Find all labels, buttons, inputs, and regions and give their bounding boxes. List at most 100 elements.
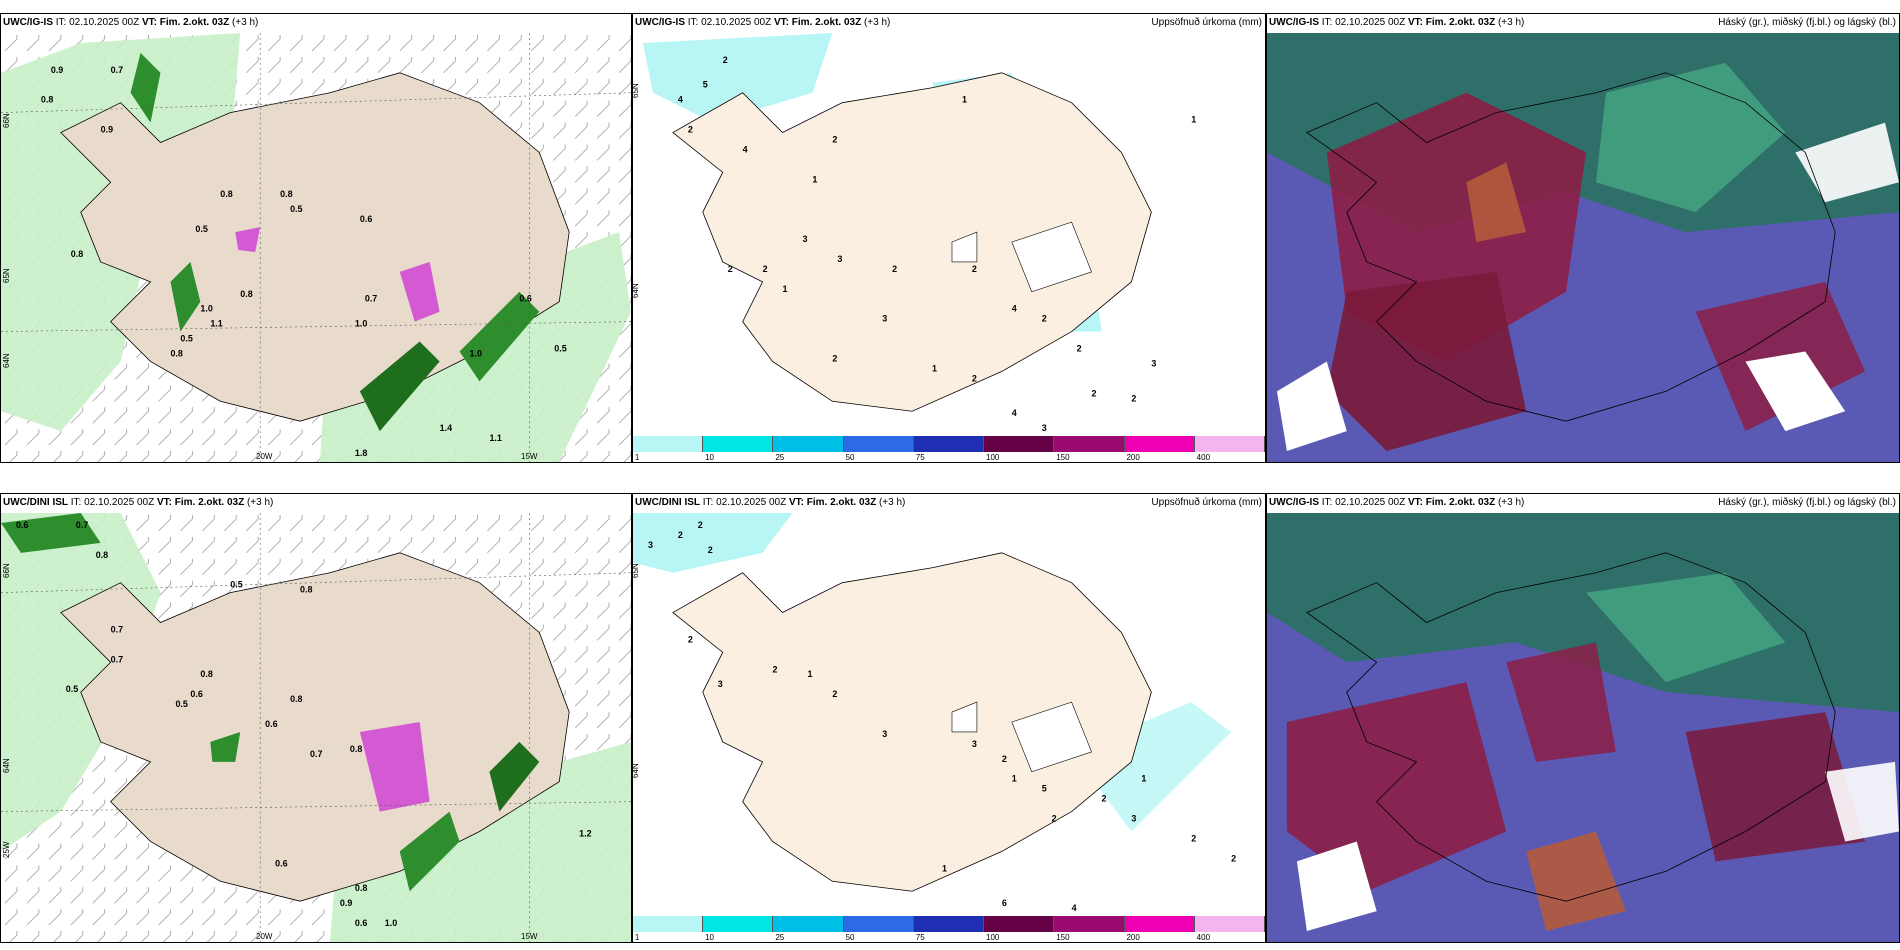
svg-text:2: 2 xyxy=(678,530,683,540)
svg-text:0.6: 0.6 xyxy=(355,918,367,928)
svg-text:0.7: 0.7 xyxy=(310,749,322,759)
panel-bottom-left-map: UWC/DINI ISL IT: 02.10.2025 00Z VT: Fim.… xyxy=(0,493,632,943)
colorbar-label: 1 xyxy=(634,453,640,462)
panel-bottom-middle-precip: UWC/DINI ISL IT: 02.10.2025 00Z VT: Fim.… xyxy=(632,493,1266,943)
colorbar-swatch xyxy=(773,916,844,932)
svg-text:0.5: 0.5 xyxy=(180,334,192,344)
svg-text:0.8: 0.8 xyxy=(290,694,302,704)
accumulated-precip-values: 2 5 4 2 4 1 3 2 2 1 3 2 2 4 2 3 2 1 2 3 xyxy=(678,55,1196,433)
svg-text:2: 2 xyxy=(728,264,733,274)
svg-text:2: 2 xyxy=(688,634,693,644)
colorbar-label: 100 xyxy=(986,933,1000,942)
colorbar-label: 100 xyxy=(986,453,1000,462)
map-svg xyxy=(1267,513,1899,942)
panel-top-left-map: UWC/IG-IS IT: 02.10.2025 00Z VT: Fim. 2.… xyxy=(0,13,632,463)
svg-text:2: 2 xyxy=(1102,794,1107,804)
svg-text:3: 3 xyxy=(972,739,977,749)
colorbar-swatch xyxy=(984,436,1055,452)
cloud-cover-map[interactable] xyxy=(1267,33,1899,462)
colorbar-label: 400 xyxy=(1196,933,1211,942)
svg-text:2: 2 xyxy=(972,264,977,274)
svg-text:4: 4 xyxy=(1072,903,1077,913)
lat-label-66n: 66N xyxy=(2,563,11,578)
lat-label-64n: 64N xyxy=(632,763,640,778)
svg-text:0.8: 0.8 xyxy=(240,289,252,299)
colorbar-swatch xyxy=(843,916,914,932)
wind-precip-map[interactable]: 0.6 0.7 0.8 0.7 0.7 0.5 0.8 0.5 0.6 0.8 … xyxy=(1,513,631,942)
map-svg: 2 5 4 2 4 1 3 2 2 1 3 2 2 4 2 3 2 1 2 3 xyxy=(642,33,1196,433)
lat-label-65n: 65N xyxy=(632,563,640,578)
svg-text:1: 1 xyxy=(783,284,788,294)
svg-text:1.0: 1.0 xyxy=(355,319,367,329)
svg-text:0.6: 0.6 xyxy=(275,858,287,868)
svg-text:2: 2 xyxy=(773,664,778,674)
colorbar: 1 10 25 50 75 100 150 200 400 xyxy=(633,434,1265,462)
svg-text:2: 2 xyxy=(1077,344,1082,354)
svg-text:0.8: 0.8 xyxy=(96,550,108,560)
svg-text:0.6: 0.6 xyxy=(16,520,28,530)
svg-text:0.5: 0.5 xyxy=(66,684,78,694)
svg-text:2: 2 xyxy=(723,55,728,65)
map-svg xyxy=(1267,33,1899,462)
svg-text:0.8: 0.8 xyxy=(280,189,292,199)
svg-text:3: 3 xyxy=(1151,358,1156,368)
cloud-cover-map[interactable] xyxy=(1267,513,1899,942)
map-svg: 0.9 0.7 0.8 0.9 0.8 0.5 0.8 0.6 0.8 0.5 … xyxy=(1,33,631,462)
panel-header: UWC/IG-IS IT: 02.10.2025 00Z VT: Fim. 2.… xyxy=(1269,17,1525,28)
lat-label-65n: 65N xyxy=(2,268,11,283)
lon-label-20w: 20W xyxy=(256,932,273,941)
svg-text:0.8: 0.8 xyxy=(170,348,182,358)
svg-text:0.8: 0.8 xyxy=(41,95,53,105)
svg-text:5: 5 xyxy=(703,80,708,90)
colorbar-label: 25 xyxy=(775,933,785,942)
map-svg: 3 2 2 2 2 1 3 2 2 3 3 2 1 5 2 2 3 2 1 4 xyxy=(633,513,1236,913)
svg-text:6: 6 xyxy=(1002,898,1007,908)
precip-map[interactable]: 2 5 4 2 4 1 3 2 2 1 3 2 2 4 2 3 2 1 2 3 xyxy=(633,33,1265,462)
colorbar-swatch xyxy=(913,916,985,932)
svg-text:2: 2 xyxy=(763,264,768,274)
svg-text:3: 3 xyxy=(1131,814,1136,824)
svg-text:3: 3 xyxy=(802,234,807,244)
svg-text:2: 2 xyxy=(1231,853,1236,863)
wind-precip-map[interactable]: 0.9 0.7 0.8 0.9 0.8 0.5 0.8 0.6 0.8 0.5 … xyxy=(1,33,631,462)
svg-text:1: 1 xyxy=(1191,115,1196,125)
colorbar-label: 75 xyxy=(915,453,925,462)
svg-text:0.7: 0.7 xyxy=(111,624,123,634)
svg-text:2: 2 xyxy=(1131,393,1136,403)
svg-text:0.7: 0.7 xyxy=(76,520,88,530)
map-svg: 0.6 0.7 0.8 0.7 0.7 0.5 0.8 0.5 0.6 0.8 … xyxy=(1,513,631,942)
svg-text:0.8: 0.8 xyxy=(220,189,232,199)
lat-label-65n: 65N xyxy=(632,83,640,98)
svg-text:0.8: 0.8 xyxy=(300,585,312,595)
lon-label-20w: 20W xyxy=(256,452,273,461)
colorbar-swatch xyxy=(633,436,704,452)
svg-text:0.9: 0.9 xyxy=(51,65,63,75)
svg-text:2: 2 xyxy=(972,373,977,383)
svg-text:2: 2 xyxy=(1042,314,1047,324)
svg-text:1.0: 1.0 xyxy=(200,304,212,314)
panel-header: UWC/DINI ISL IT: 02.10.2025 00Z VT: Fim.… xyxy=(635,497,906,508)
panel-top-right-clouds: UWC/IG-IS IT: 02.10.2025 00Z VT: Fim. 2.… xyxy=(1266,13,1900,463)
lat-label-25w: 25W xyxy=(2,841,11,858)
svg-text:1.4: 1.4 xyxy=(440,423,452,433)
colorbar-label: 400 xyxy=(1196,453,1211,462)
precip-values: 0.9 0.7 0.8 0.9 0.8 0.5 0.8 0.6 0.8 0.5 … xyxy=(41,65,567,458)
lat-label-64n: 64N xyxy=(2,758,11,773)
svg-text:2: 2 xyxy=(1002,754,1007,764)
svg-text:1: 1 xyxy=(807,669,812,679)
panel-header: UWC/IG-IS IT: 02.10.2025 00Z VT: Fim. 2.… xyxy=(3,17,259,28)
svg-text:0.8: 0.8 xyxy=(355,883,367,893)
svg-text:2: 2 xyxy=(892,264,897,274)
svg-text:0.8: 0.8 xyxy=(71,249,83,259)
colorbar-label: 75 xyxy=(915,933,925,942)
svg-text:3: 3 xyxy=(718,679,723,689)
svg-text:0.5: 0.5 xyxy=(175,699,187,709)
precip-map[interactable]: 3 2 2 2 2 1 3 2 2 3 3 2 1 5 2 2 3 2 1 4 xyxy=(633,513,1265,942)
svg-text:3: 3 xyxy=(648,540,653,550)
svg-text:4: 4 xyxy=(1012,408,1017,418)
svg-text:0.6: 0.6 xyxy=(519,294,531,304)
panel-header: UWC/IG-IS IT: 02.10.2025 00Z VT: Fim. 2.… xyxy=(635,17,891,28)
svg-text:0.5: 0.5 xyxy=(554,344,566,354)
colorbar-swatch xyxy=(1124,916,1195,932)
svg-text:5: 5 xyxy=(1042,784,1047,794)
